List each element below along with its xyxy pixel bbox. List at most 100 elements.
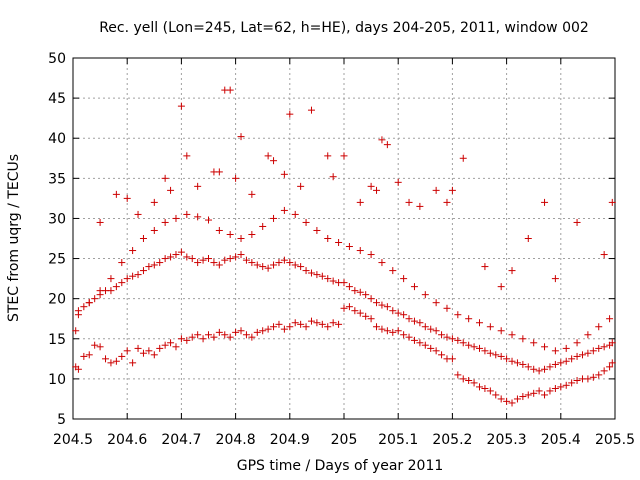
data-point [177, 335, 185, 343]
data-point [161, 218, 169, 226]
data-point [134, 271, 142, 279]
y-tick-label: 40 [48, 131, 66, 147]
data-point [205, 331, 212, 339]
data-point [329, 173, 337, 181]
data-point [340, 279, 348, 287]
data-point [318, 272, 326, 280]
data-point [102, 355, 110, 363]
data-point [562, 357, 570, 365]
data-point [421, 341, 429, 349]
data-point [307, 269, 315, 277]
data-point [270, 214, 278, 222]
data-point [578, 351, 586, 359]
data-point [562, 344, 570, 352]
data-point [118, 279, 126, 287]
data-point [177, 248, 185, 256]
x-axis-label: GPS time / Days of year 2011 [237, 458, 444, 474]
data-point [237, 251, 245, 259]
data-point [96, 343, 104, 351]
data-point [210, 259, 218, 267]
data-point [503, 355, 511, 363]
data-point [264, 325, 272, 333]
data-point [573, 339, 581, 347]
data-point [123, 275, 131, 283]
y-tick-label: 20 [48, 292, 66, 308]
data-point [270, 157, 278, 165]
data-point [118, 259, 126, 267]
x-tick-label: 204.8 [216, 432, 256, 448]
data-point [210, 333, 218, 341]
data-point [432, 186, 440, 194]
data-point [72, 327, 80, 335]
data-point [226, 333, 234, 341]
data-point [383, 327, 391, 335]
data-point [557, 383, 565, 391]
data-point [134, 344, 142, 352]
data-point [584, 331, 592, 339]
data-point [465, 315, 473, 323]
data-point [410, 336, 418, 344]
data-point [167, 339, 175, 347]
data-point [562, 381, 570, 389]
data-point [150, 226, 158, 234]
grid [73, 58, 615, 419]
data-point [524, 235, 532, 242]
data-point [356, 247, 364, 255]
data-point [362, 312, 370, 320]
data-point [112, 283, 120, 291]
data-point [405, 198, 413, 206]
data-point [410, 283, 418, 291]
data-point [232, 253, 240, 261]
data-point [367, 295, 375, 303]
data-point [167, 186, 175, 194]
data-point [568, 355, 576, 363]
data-point [595, 323, 603, 331]
data-point [438, 351, 446, 359]
data-point [394, 178, 402, 186]
data-point [405, 315, 413, 323]
data-point [383, 141, 391, 149]
data-point [156, 259, 164, 267]
data-point [530, 365, 538, 373]
data-point [167, 253, 175, 261]
data-point [427, 344, 435, 352]
data-point [297, 182, 305, 190]
y-tick-label: 30 [48, 211, 66, 227]
data-point [378, 136, 386, 144]
data-point [608, 339, 616, 347]
x-tick-label: 205.3 [487, 432, 527, 448]
data-point [139, 267, 147, 275]
data-point [324, 152, 332, 160]
data-point [389, 328, 397, 336]
data-point [400, 311, 408, 319]
data-point [551, 275, 559, 283]
data-point [172, 251, 180, 259]
y-tick-label: 5 [57, 412, 66, 428]
data-point [356, 309, 364, 317]
data-point [470, 379, 478, 387]
data-point [584, 375, 592, 383]
x-tick-label: 205.5 [595, 432, 635, 448]
data-point [194, 259, 202, 267]
data-point [205, 216, 212, 224]
data-point [508, 399, 516, 407]
x-tick-label: 204.9 [270, 432, 310, 448]
data-point [280, 325, 288, 333]
data-point [595, 344, 603, 352]
data-points [72, 86, 616, 407]
data-point [237, 133, 245, 141]
data-point [519, 393, 527, 401]
x-tick-label: 205 [331, 432, 358, 448]
data-point [400, 275, 408, 283]
data-point [432, 299, 440, 307]
data-point [112, 357, 120, 365]
data-point [172, 214, 180, 222]
data-point [541, 365, 549, 373]
y-tick-label: 45 [48, 91, 66, 107]
data-point [275, 259, 283, 267]
data-point [286, 323, 294, 331]
data-point [340, 152, 348, 160]
x-tick-label: 205.1 [378, 432, 418, 448]
data-point [421, 323, 429, 331]
data-point [270, 261, 278, 269]
